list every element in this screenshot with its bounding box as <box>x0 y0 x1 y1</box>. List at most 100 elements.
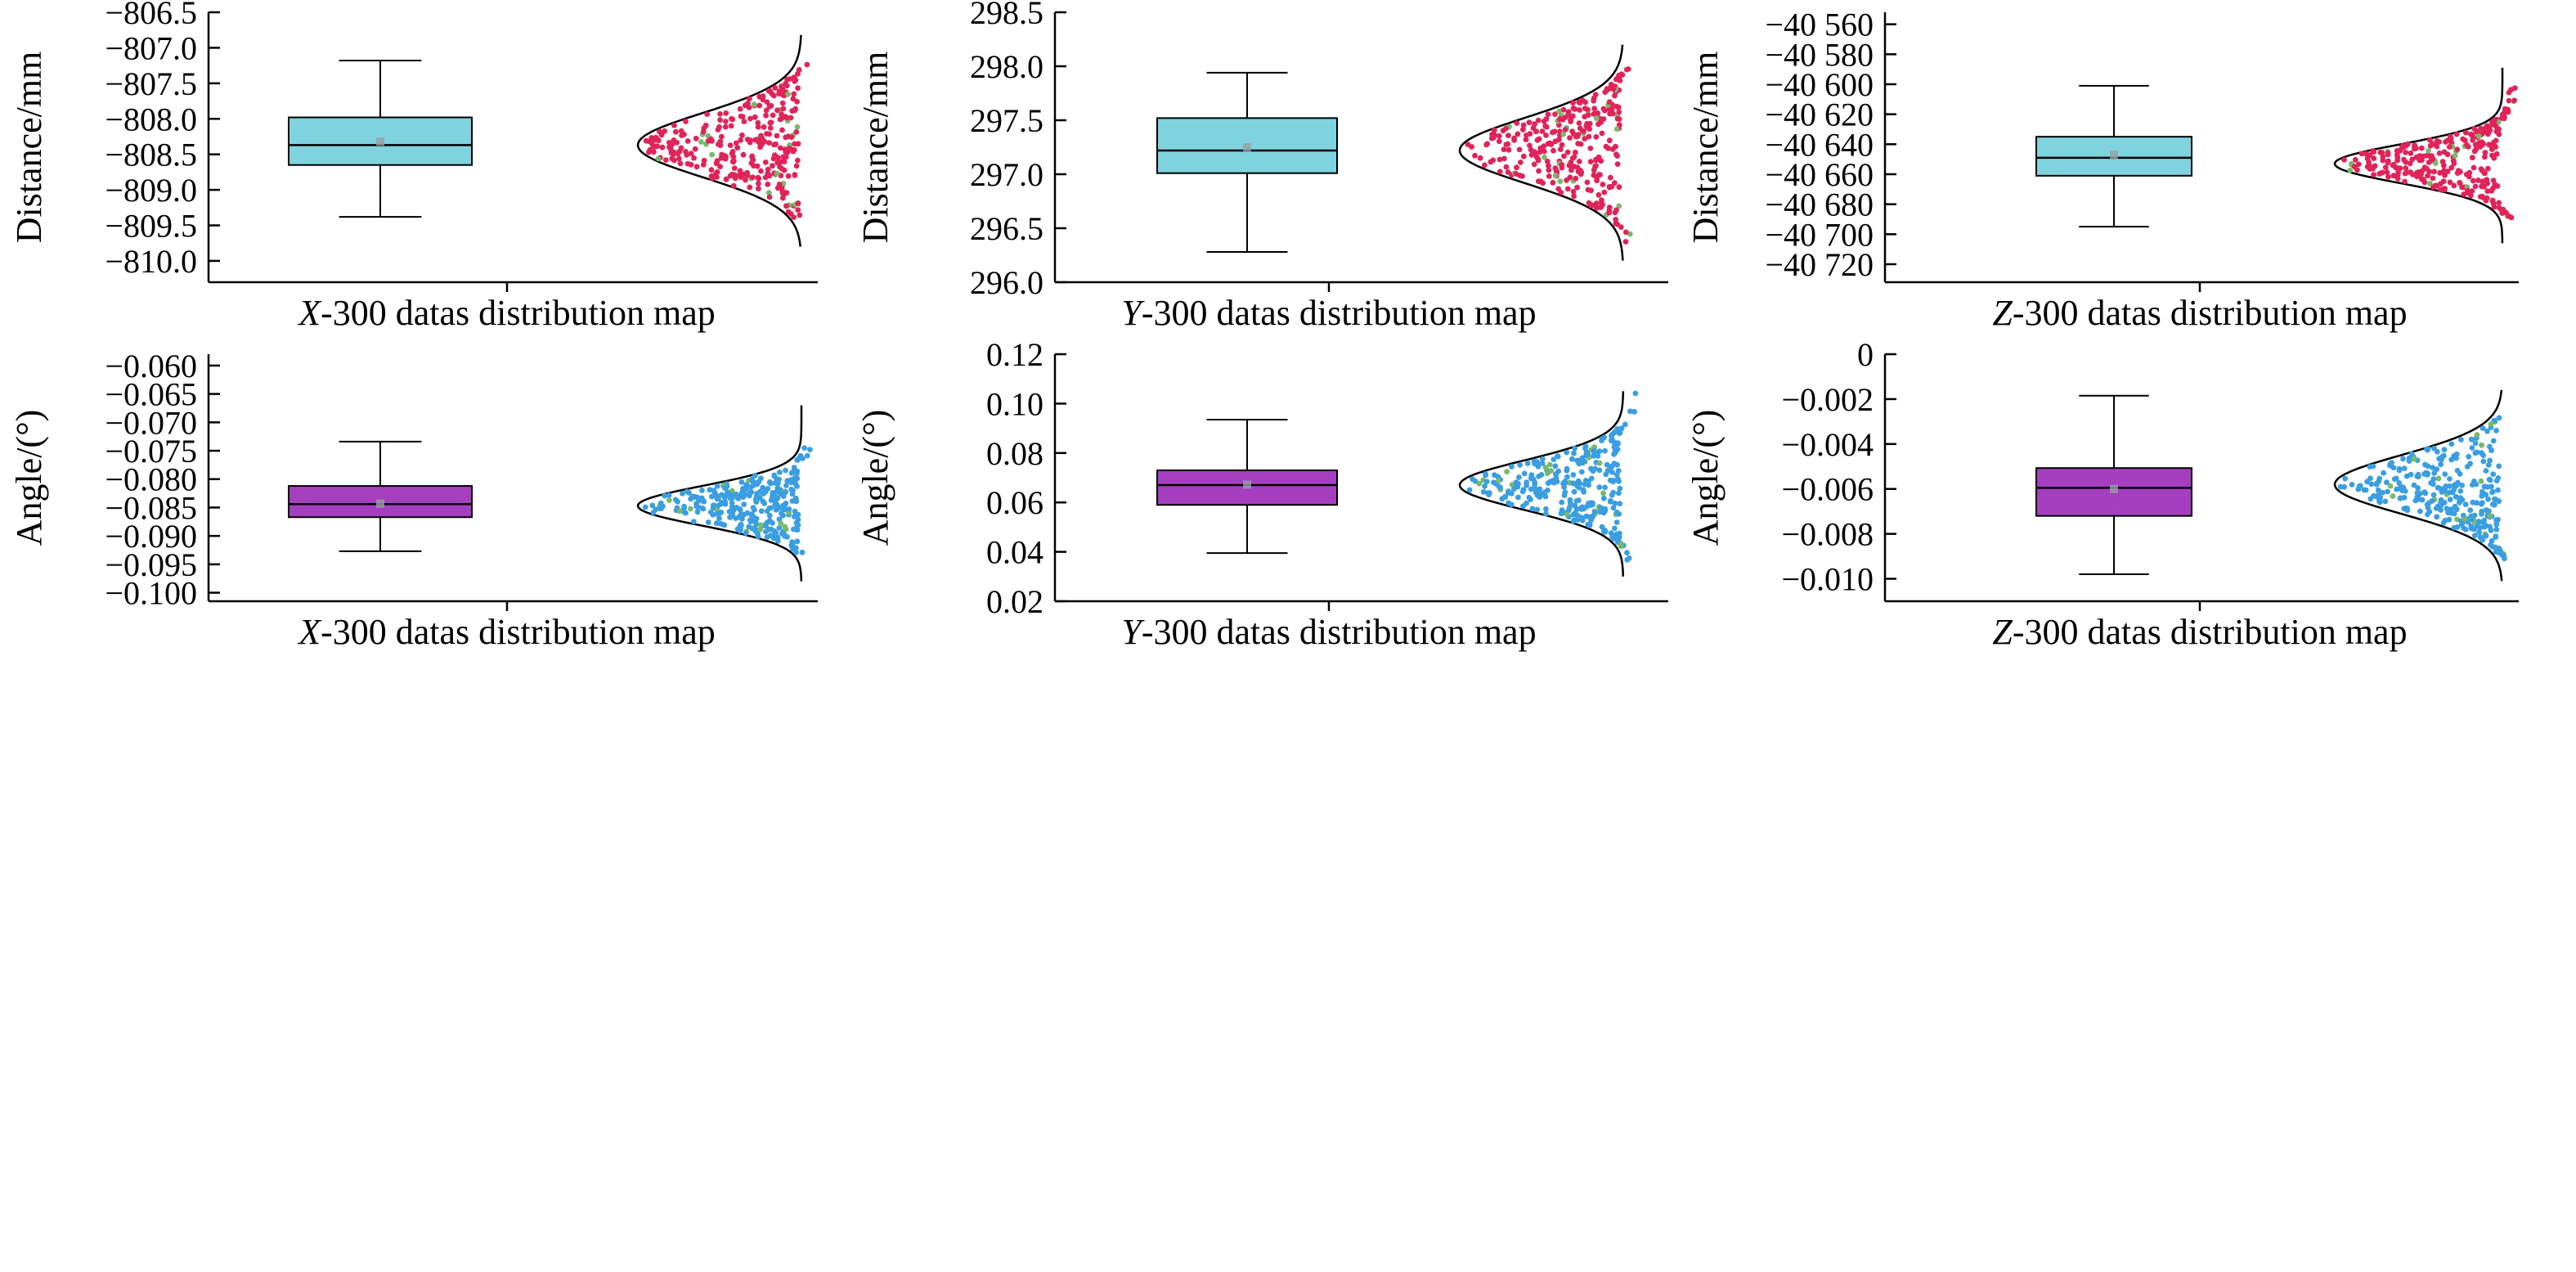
data-point <box>780 106 787 112</box>
data-point <box>1532 121 1537 128</box>
data-point <box>666 497 672 503</box>
data-point <box>2453 451 2460 457</box>
data-point <box>765 181 771 187</box>
y-tick-label: −40 680 <box>1765 187 1874 223</box>
data-point <box>766 103 773 110</box>
data-point <box>2393 164 2399 171</box>
data-point <box>2425 173 2431 179</box>
y-axis-title: Angle/(°) <box>855 410 895 546</box>
data-point <box>1588 203 1595 209</box>
data-point <box>1514 120 1520 126</box>
data-point <box>795 85 801 92</box>
data-point <box>774 133 780 139</box>
data-point <box>1516 146 1523 153</box>
data-point <box>1520 122 1527 128</box>
data-point <box>1483 479 1490 485</box>
data-point <box>721 485 728 491</box>
data-point <box>750 174 756 181</box>
data-point <box>765 170 771 177</box>
data-point <box>1523 137 1529 143</box>
data-point <box>658 506 664 511</box>
data-point <box>1582 136 1588 142</box>
data-point <box>2413 154 2420 160</box>
data-point <box>774 170 780 177</box>
data-point <box>666 492 672 498</box>
data-point <box>2376 475 2383 482</box>
x-category-label: Z-300 datas distribution map <box>1992 293 2407 333</box>
data-point <box>784 115 790 121</box>
data-point <box>1616 109 1622 115</box>
data-point <box>1516 474 1522 480</box>
data-point <box>758 508 765 515</box>
y-tick-label: −809.5 <box>105 208 197 245</box>
data-point <box>2492 501 2497 508</box>
data-point <box>1480 488 1487 495</box>
data-point <box>1582 106 1588 111</box>
data-point <box>776 88 783 95</box>
data-point <box>730 182 737 189</box>
data-point <box>747 184 753 191</box>
data-point <box>2376 498 2382 504</box>
data-point <box>741 501 747 507</box>
data-point <box>659 144 666 151</box>
data-point <box>745 483 751 489</box>
data-point <box>1592 164 1598 170</box>
data-point <box>739 516 745 522</box>
data-point <box>1469 144 1474 150</box>
data-point <box>2396 465 2403 472</box>
data-point <box>773 141 779 147</box>
data-point <box>680 491 685 497</box>
data-point <box>714 174 720 180</box>
data-point <box>2496 200 2502 206</box>
data-point <box>655 155 662 162</box>
data-point <box>753 499 760 505</box>
data-point <box>1587 146 1594 151</box>
data-point <box>2477 524 2484 531</box>
data-point <box>2444 151 2451 158</box>
data-point <box>2403 142 2409 149</box>
data-point <box>2475 133 2482 139</box>
y-tick-label: 296.5 <box>970 210 1043 247</box>
data-point <box>1608 81 1614 88</box>
data-point <box>2478 501 2484 507</box>
data-point <box>1606 99 1613 105</box>
data-point <box>671 157 677 164</box>
data-point <box>2479 488 2485 495</box>
data-point <box>714 158 720 164</box>
data-point <box>758 475 764 482</box>
data-point <box>2425 505 2431 510</box>
data-point <box>1591 106 1598 112</box>
data-point <box>797 212 803 218</box>
y-tick-label: −40 580 <box>1765 36 1874 73</box>
data-point <box>1593 200 1600 207</box>
data-point <box>1497 484 1503 491</box>
data-point <box>2363 487 2369 493</box>
data-point <box>2441 447 2448 452</box>
data-point <box>1573 175 1579 182</box>
data-point <box>2363 151 2369 157</box>
data-point <box>688 506 693 512</box>
data-point <box>2499 112 2506 119</box>
data-point <box>662 157 669 164</box>
data-point <box>672 497 679 503</box>
data-point <box>768 505 774 511</box>
data-point <box>786 506 792 512</box>
data-point <box>2431 169 2438 175</box>
y-axis-title: Angle/(°) <box>9 410 49 546</box>
data-point <box>2442 486 2448 492</box>
data-point <box>2422 490 2429 497</box>
data-point <box>716 502 722 509</box>
data-point <box>2493 497 2499 503</box>
data-point <box>1537 491 1544 497</box>
data-point <box>1624 550 1630 556</box>
data-point <box>729 151 735 157</box>
data-point <box>2506 97 2512 104</box>
data-point <box>1505 141 1511 147</box>
data-point <box>2480 425 2486 431</box>
data-point <box>2457 497 2463 502</box>
data-point <box>2464 464 2471 470</box>
data-point <box>752 473 758 479</box>
data-point <box>2454 170 2461 177</box>
data-point <box>2462 501 2469 507</box>
data-point <box>764 99 770 106</box>
